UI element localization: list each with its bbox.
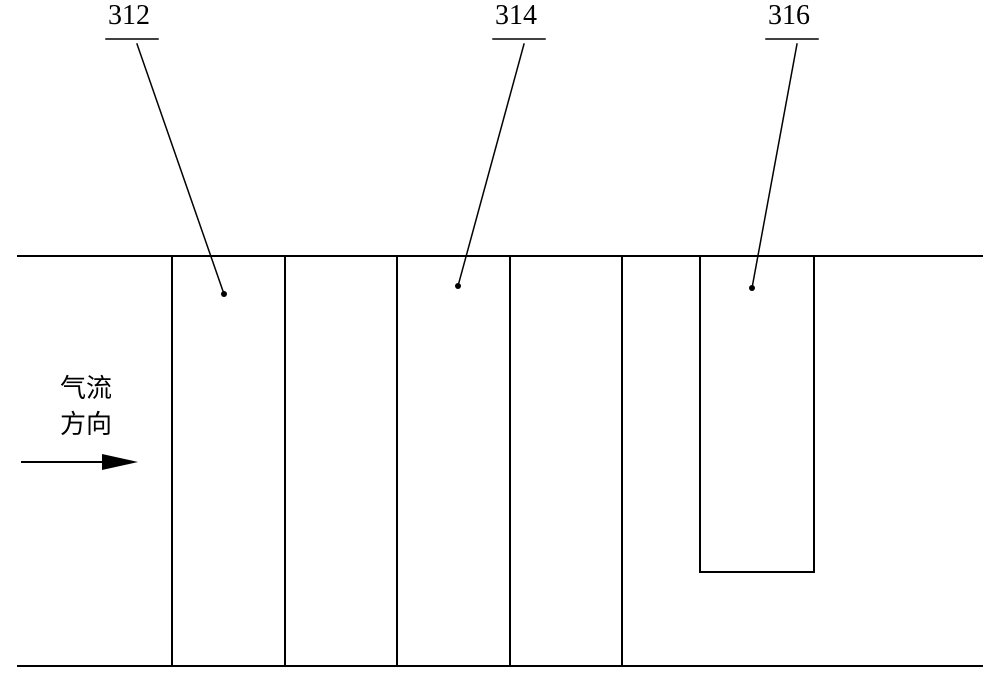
callout-label-314: 314 [495, 0, 537, 31]
callout-leader-314 [458, 44, 524, 286]
flow-label-line1: 气流 [60, 373, 112, 403]
diagram-svg: 312 314 316 气流方向 [0, 0, 1000, 686]
callout-dot-316 [749, 285, 755, 291]
callout-dot-314 [455, 283, 461, 289]
callout-label-312: 312 [108, 0, 150, 31]
callout-leader-316 [752, 44, 797, 288]
callout-label-316: 316 [768, 0, 810, 31]
flow-label-line2: 方向 [60, 409, 112, 439]
flow-arrow-head [102, 454, 138, 470]
diagram-container: 312 314 316 气流方向 [0, 0, 1000, 686]
callout-dot-312 [221, 291, 227, 297]
